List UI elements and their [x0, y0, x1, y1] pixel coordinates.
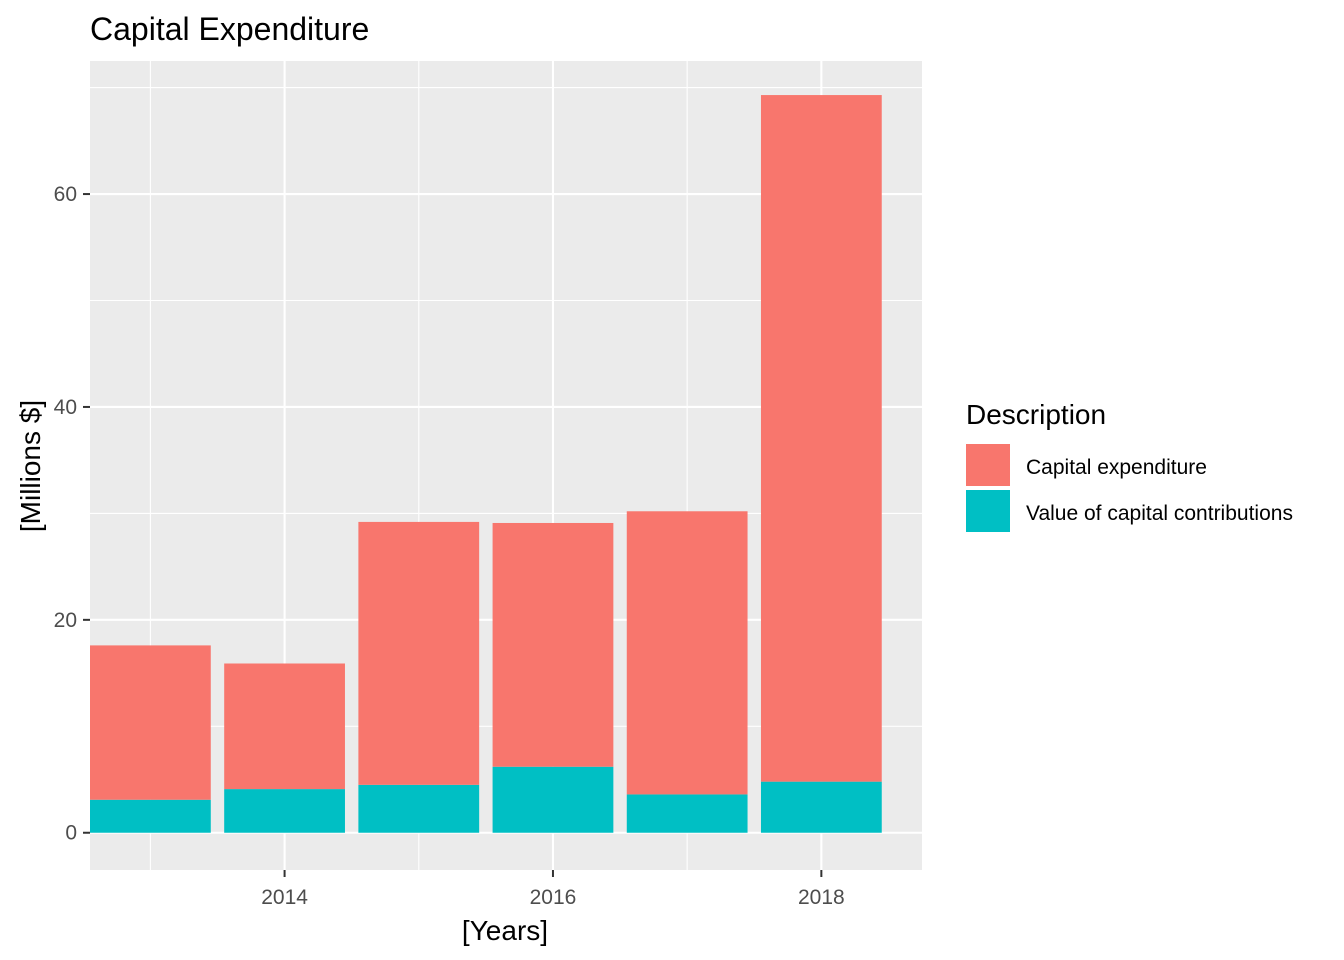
x-tick-label: 2014: [261, 886, 308, 909]
legend-key: [966, 490, 1010, 532]
y-axis: 0 20 40 60: [54, 183, 90, 845]
y-axis-title: [Millions $]: [15, 400, 46, 532]
bar-value-of-capital-contributions: [760, 781, 882, 833]
bar-capital-expenditure: [492, 522, 614, 767]
y-tick-label: 40: [54, 396, 77, 419]
bar-capital-expenditure: [90, 645, 211, 800]
bar-value-of-capital-contributions: [626, 794, 748, 833]
legend-title: Description: [966, 399, 1106, 430]
legend-label: Capital expenditure: [1026, 456, 1207, 479]
x-axis-title: [Years]: [462, 915, 548, 946]
y-tick-label: 20: [54, 609, 77, 632]
chart-title: Capital Expenditure: [90, 11, 369, 47]
bars: [90, 95, 882, 833]
bar-value-of-capital-contributions: [492, 766, 614, 833]
bar-capital-expenditure: [358, 521, 480, 785]
bar-capital-expenditure: [626, 511, 748, 795]
y-tick-label: 0: [65, 822, 77, 845]
bar-capital-expenditure: [224, 663, 345, 790]
bar-value-of-capital-contributions: [90, 799, 211, 833]
y-tick-label: 60: [54, 183, 77, 206]
legend: Description Capital expenditure Value of…: [966, 399, 1293, 532]
legend-item-capital-expenditure: Capital expenditure: [966, 444, 1207, 486]
legend-label: Value of capital contributions: [1026, 502, 1293, 525]
x-tick-label: 2018: [798, 886, 845, 909]
bar-value-of-capital-contributions: [224, 789, 345, 833]
x-tick-label: 2016: [530, 886, 577, 909]
legend-key: [966, 444, 1010, 486]
x-axis: 2014 2016 2018: [261, 870, 845, 909]
bar-capital-expenditure: [760, 95, 882, 782]
legend-item-value-of-capital-contributions: Value of capital contributions: [966, 490, 1293, 532]
bar-value-of-capital-contributions: [358, 784, 480, 833]
